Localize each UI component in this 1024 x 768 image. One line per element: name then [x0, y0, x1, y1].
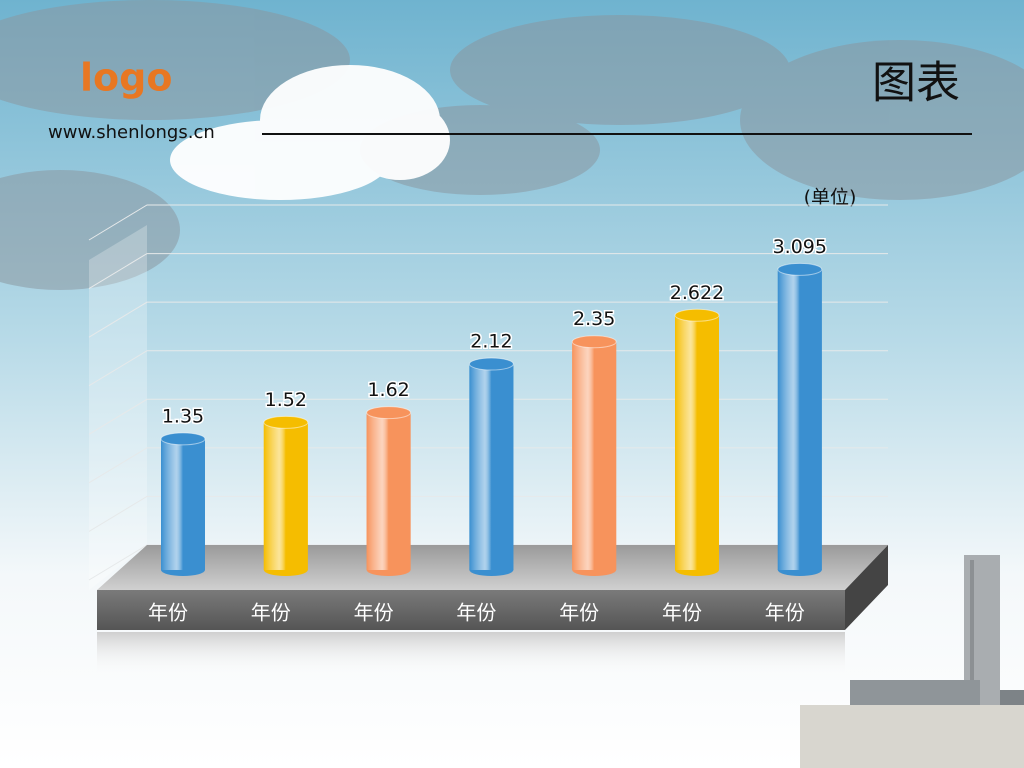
grid-line [88, 398, 888, 435]
data-label: 2.35 [573, 308, 615, 330]
bar-top [571, 335, 617, 349]
white-cloud [170, 65, 450, 200]
side-wall [89, 225, 147, 590]
data-label: 3.095 [773, 236, 827, 258]
floor-front [97, 590, 845, 630]
floor-side [845, 545, 888, 630]
bar-top [263, 415, 309, 429]
data-label: 2.622 [670, 282, 724, 304]
bar-shade [161, 438, 205, 570]
data-label: 1.52 [265, 389, 307, 411]
chart-title: 图表 [872, 58, 960, 109]
unit-label: (单位) [804, 187, 857, 209]
url: www.shenlongs.cn [48, 122, 215, 143]
floor-reflection [97, 632, 845, 677]
bars: 年份 1.35 年份 1.52 年份 1.62 年份 2.12 年份 2.35 年份 2.622 年份 3… [148, 234, 829, 625]
grid-line [88, 301, 888, 338]
grid-line [88, 253, 888, 289]
bar-top [777, 262, 823, 276]
bar-top [366, 406, 412, 420]
grid-line [88, 447, 888, 484]
city [800, 555, 1024, 768]
x-tick-label: 年份 [251, 601, 291, 625]
bar-top [160, 432, 206, 446]
bar-shade [366, 412, 411, 570]
x-tick-label: 年份 [765, 601, 805, 625]
x-tick-label: 年份 [456, 601, 496, 625]
grid-line [88, 495, 888, 532]
x-tick-label: 年份 [148, 601, 188, 625]
bar-shade [777, 269, 822, 570]
bar-top [468, 357, 514, 371]
logo: logo [80, 56, 172, 100]
data-label: 1.35 [162, 405, 204, 427]
data-label: 1.62 [367, 379, 409, 401]
bar-shade [469, 364, 514, 570]
data-label: 2.12 [470, 331, 512, 353]
grid-line [88, 204, 888, 241]
bar-shade [675, 315, 719, 570]
grid-line [88, 350, 888, 387]
bar-shade [572, 341, 617, 570]
x-tick-label: 年份 [662, 601, 702, 625]
bar-shade [263, 422, 308, 570]
x-tick-label: 年份 [559, 601, 599, 625]
x-tick-label: 年份 [354, 601, 394, 625]
bar-top [674, 308, 720, 322]
